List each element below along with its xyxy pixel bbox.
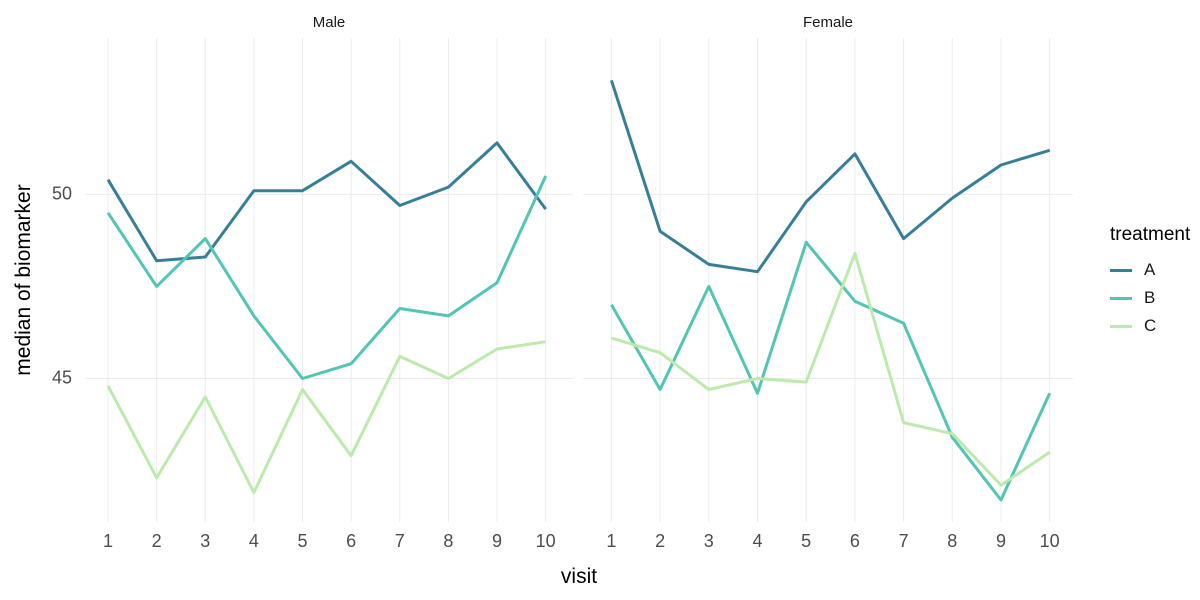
x-tick-label: 8 <box>947 531 958 551</box>
line-treatment-a-female <box>609 79 1051 274</box>
x-tick-label: 7 <box>394 531 405 551</box>
x-tick-label: 3 <box>200 531 211 551</box>
x-tick-label: 4 <box>752 531 763 551</box>
x-tick-label: 9 <box>995 531 1007 551</box>
y-tick-label: 50 <box>51 183 72 204</box>
legend-entry-label: A <box>1144 260 1156 279</box>
legend-entry-b: B <box>1108 284 1190 312</box>
x-tick-label: 2 <box>655 531 666 551</box>
legend-entry-label: B <box>1144 288 1156 307</box>
x-tick-label: 7 <box>898 531 909 551</box>
legend-entry-a: A <box>1108 256 1190 284</box>
x-tick-label: 4 <box>248 531 259 551</box>
facet-strip-label: Male <box>312 14 346 31</box>
legend-key-line-icon <box>1110 324 1132 328</box>
facet-strip-label: Female <box>802 14 854 31</box>
x-tick-label: 8 <box>443 531 454 551</box>
line-treatment-b-female <box>610 240 1052 502</box>
x-tick-label: 6 <box>849 531 860 551</box>
plot-panel-male <box>85 38 573 522</box>
line-treatment-b-male <box>106 175 548 380</box>
x-tick-label: 5 <box>801 531 812 551</box>
x-tick-label: 1 <box>102 531 114 551</box>
legend-entry-label: C <box>1144 316 1157 335</box>
x-tick-label: 5 <box>297 531 308 551</box>
x-tick-label: 2 <box>151 531 162 551</box>
y-tick-label: 45 <box>51 367 72 388</box>
x-tick-label: 3 <box>703 531 714 551</box>
legend-key-line-icon <box>1110 268 1132 272</box>
x-axis-title: visit <box>560 565 598 588</box>
y-axis-title: median of biomarker <box>12 184 35 376</box>
plot-panel-female <box>583 38 1073 522</box>
x-tick-label: 1 <box>606 531 617 551</box>
x-tick-label: 6 <box>346 531 357 551</box>
legend-entry-c: C <box>1108 312 1190 340</box>
legend-key-line-icon <box>1110 296 1132 300</box>
line-treatment-c-male <box>106 340 546 495</box>
x-tick-label: 9 <box>492 531 503 551</box>
line-treatment-c-female <box>610 251 1051 487</box>
legend-title: treatment <box>1110 224 1191 245</box>
x-tick-label: 10 <box>535 531 556 551</box>
line-treatment-a-male <box>106 141 547 263</box>
x-tick-label: 10 <box>1039 531 1060 551</box>
